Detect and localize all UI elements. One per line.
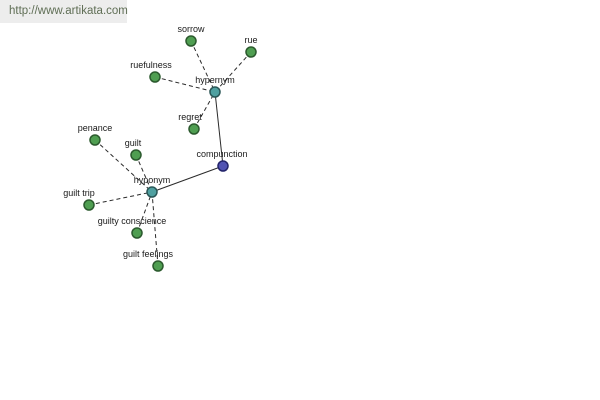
edge-guilt-feelings--hyponym <box>151 191 159 267</box>
edge-penance--hyponym <box>94 139 153 193</box>
node-compunction[interactable] <box>217 160 229 172</box>
node-label-rue: rue <box>244 35 257 45</box>
node-label-regret: regret <box>178 112 202 122</box>
edge-guilt-trip--hyponym <box>88 191 153 206</box>
labels-layer: sorrow rue ruefulness hypernym regret compunc… <box>63 24 257 259</box>
node-penance[interactable] <box>89 134 101 146</box>
node-hypernym[interactable] <box>209 86 221 98</box>
node-regret[interactable] <box>188 123 200 135</box>
node-label-guilt-feelings: guilt feelings <box>123 249 174 259</box>
node-guilty-conscience[interactable] <box>131 227 143 239</box>
node-ruefulness[interactable] <box>149 71 161 83</box>
node-hyponym[interactable] <box>146 186 158 198</box>
edge-ruefulness--hypernym <box>154 76 216 93</box>
node-guilt[interactable] <box>130 149 142 161</box>
node-label-penance: penance <box>78 123 113 133</box>
node-label-guilty-conscience: guilty conscience <box>98 216 167 226</box>
edge-sorrow--hypernym <box>190 40 216 93</box>
edge-compunction--hyponym <box>151 165 224 193</box>
edge-regret--hypernym <box>193 91 216 130</box>
node-sorrow[interactable] <box>185 35 197 47</box>
edge-hypernym--compunction <box>214 91 224 167</box>
node-label-guilt: guilt <box>125 138 142 148</box>
edges-layer <box>88 40 252 267</box>
edge-rue--hypernym <box>214 51 252 93</box>
node-label-hypernym: hypernym <box>195 75 235 85</box>
node-label-ruefulness: ruefulness <box>130 60 172 70</box>
edge-guilt--hyponym <box>135 154 153 193</box>
edge-guilty-conscience--hyponym <box>136 191 153 234</box>
node-label-compunction: compunction <box>196 149 247 159</box>
url-watermark: http://www.artikata.com <box>0 0 128 23</box>
node-rue[interactable] <box>245 46 257 58</box>
node-label-sorrow: sorrow <box>177 24 205 34</box>
node-label-guilt-trip: guilt trip <box>63 188 95 198</box>
node-guilt-trip[interactable] <box>83 199 95 211</box>
node-label-hyponym: hyponym <box>134 175 171 185</box>
nodes-layer <box>83 35 257 272</box>
node-guilt-feelings[interactable] <box>152 260 164 272</box>
